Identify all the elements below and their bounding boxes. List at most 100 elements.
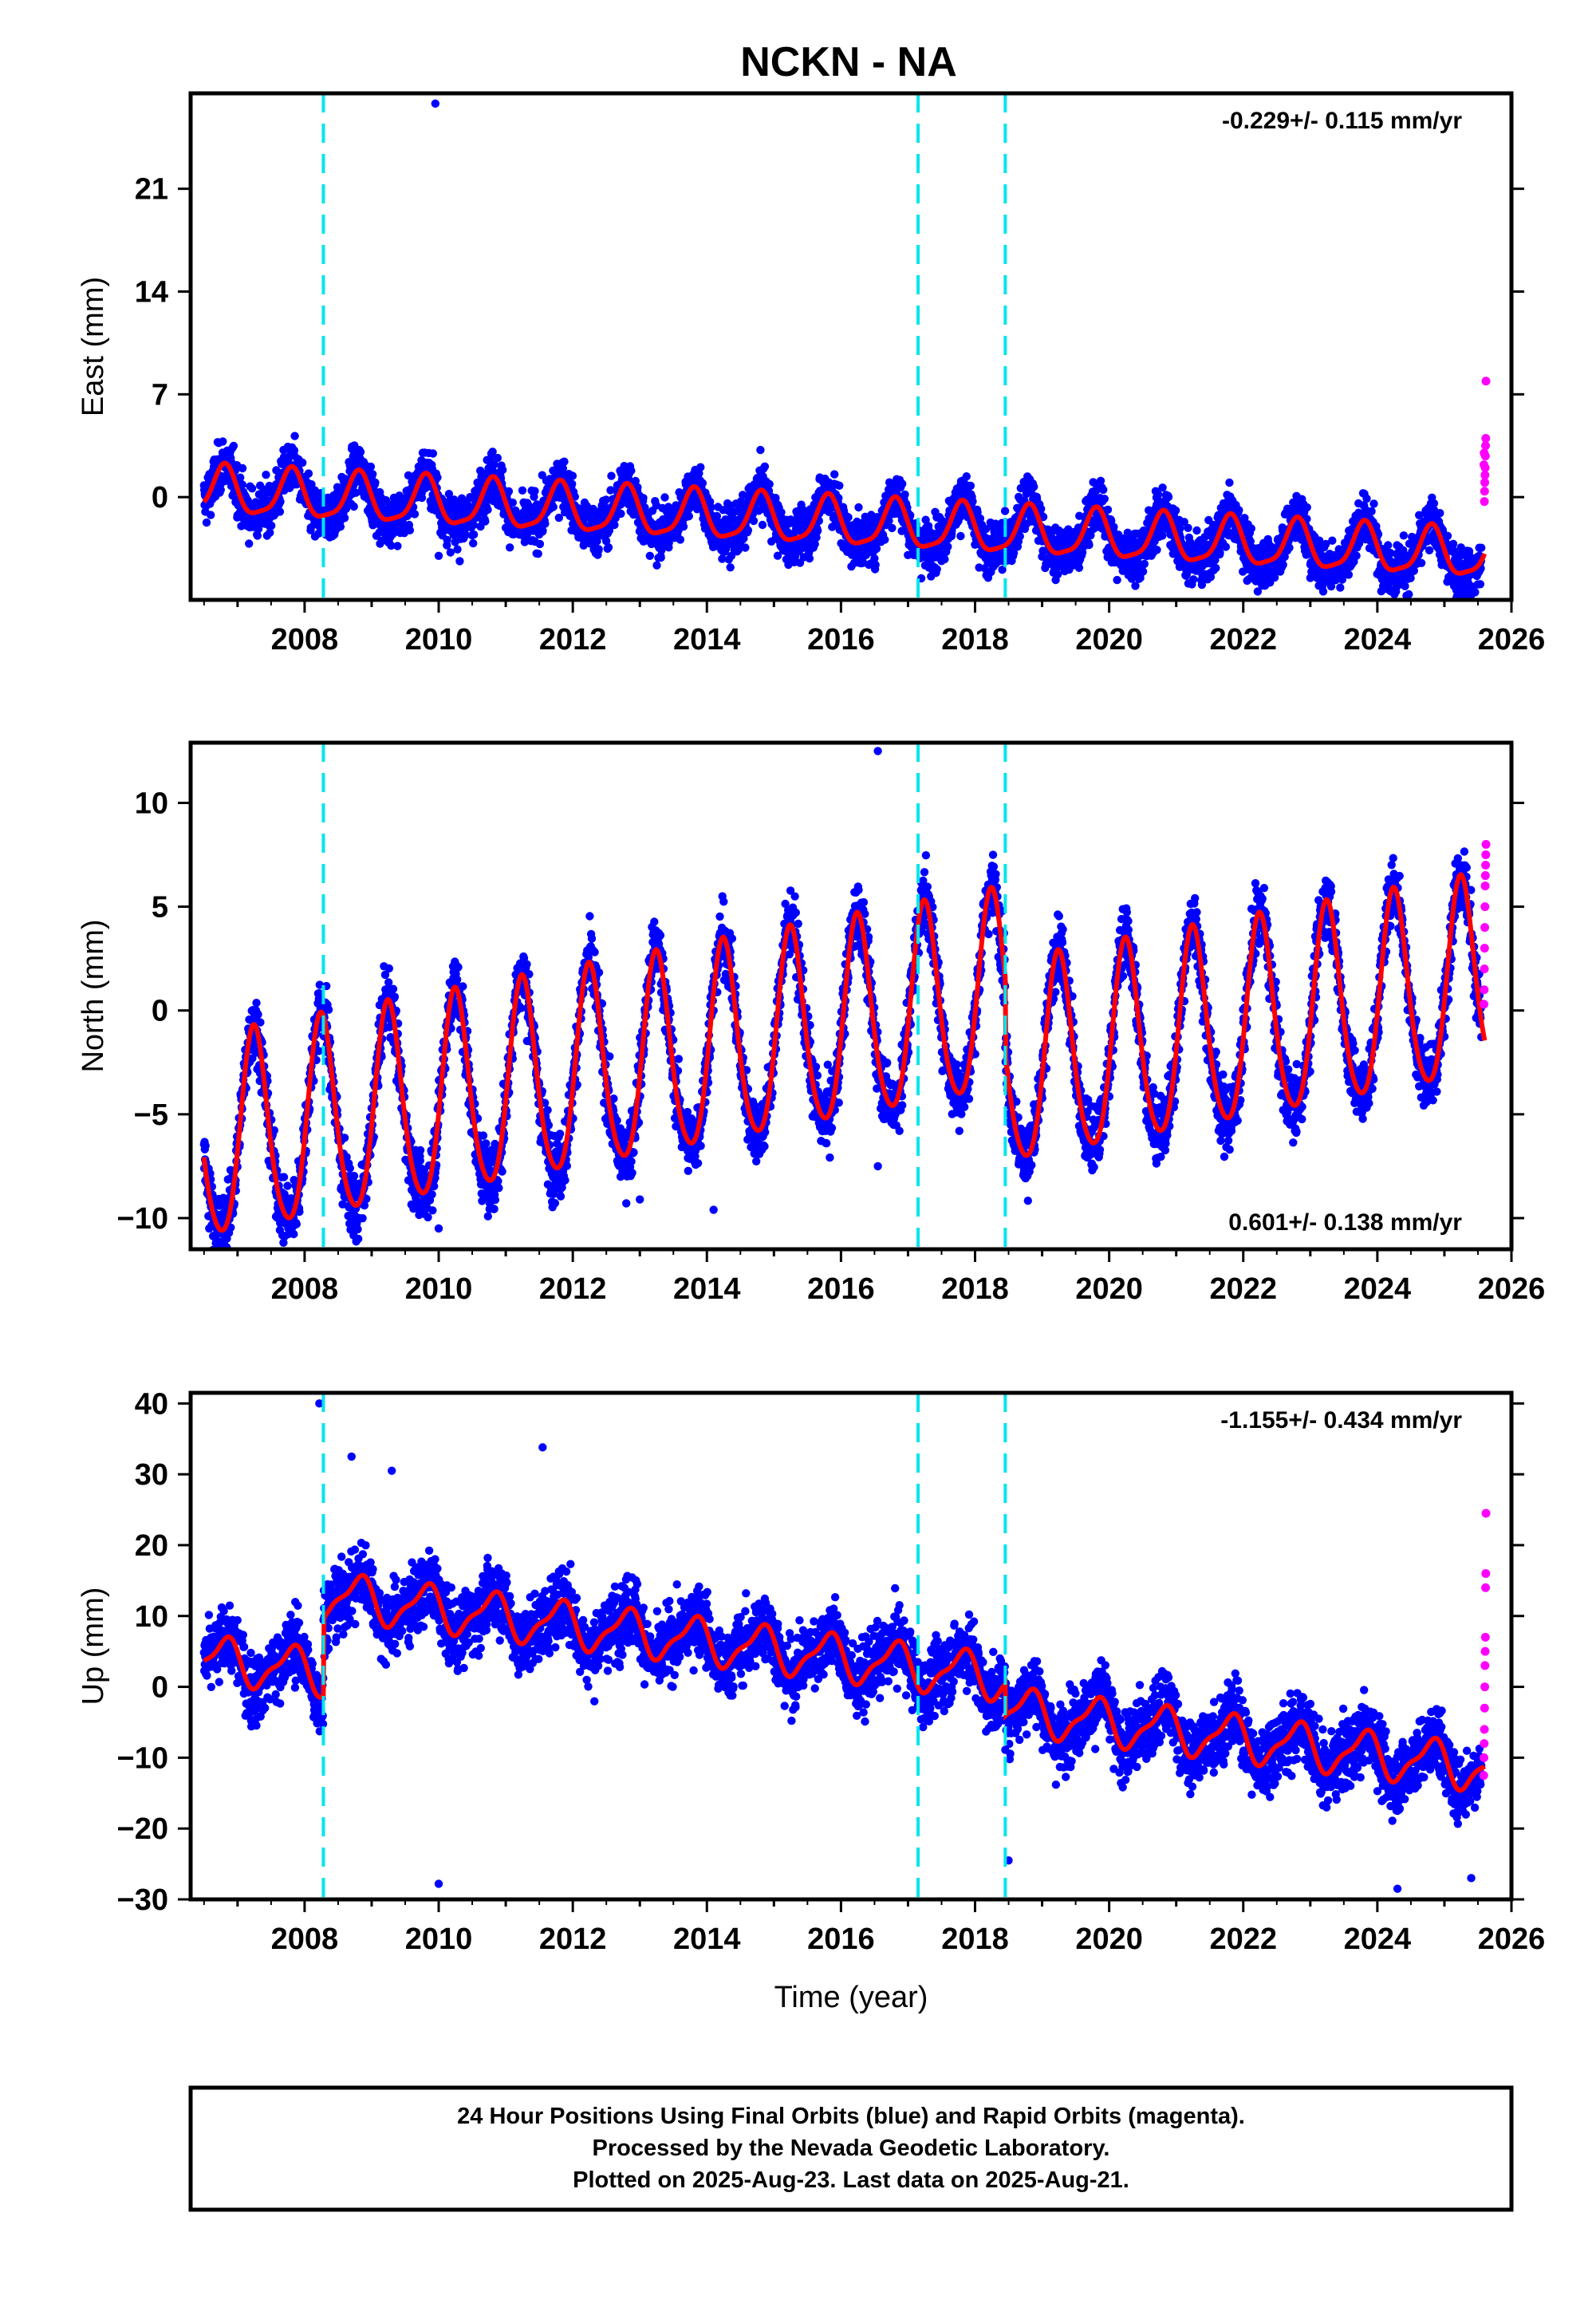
data-point <box>1399 531 1409 540</box>
data-point <box>443 535 451 544</box>
data-point <box>645 551 654 560</box>
data-point <box>1279 560 1287 570</box>
outlier-point <box>431 99 440 108</box>
data-point <box>405 526 415 534</box>
data-point <box>956 531 965 541</box>
data-point <box>932 565 941 574</box>
data-point <box>387 541 396 550</box>
data-point <box>813 526 822 535</box>
data-point <box>1443 531 1452 540</box>
data-point <box>455 557 464 566</box>
data-point <box>830 470 839 479</box>
data-point <box>560 457 569 466</box>
data-point <box>245 539 254 548</box>
data-point <box>1153 546 1161 554</box>
data-point <box>1318 587 1328 596</box>
data-point <box>499 465 507 475</box>
data-point <box>410 510 420 519</box>
data-point <box>290 432 299 440</box>
data-point <box>656 553 665 562</box>
data-point <box>352 488 361 497</box>
data-point <box>428 449 438 458</box>
data-point <box>1138 567 1148 576</box>
data-point <box>940 554 949 564</box>
data-point <box>276 497 285 506</box>
data-point <box>371 478 380 487</box>
data-point <box>1216 548 1224 557</box>
data-point <box>266 528 274 537</box>
data-point <box>712 511 722 521</box>
data-point <box>726 563 735 572</box>
data-point <box>469 538 478 548</box>
data-point <box>718 554 727 563</box>
data-point <box>944 542 952 551</box>
data-point <box>336 523 345 531</box>
data-point <box>756 445 765 455</box>
data-point <box>530 487 539 495</box>
data-point <box>1074 563 1084 572</box>
rapid-point <box>1481 377 1491 386</box>
data-point <box>366 462 376 471</box>
data-point <box>631 476 640 486</box>
data-point <box>504 487 514 496</box>
data-point <box>1477 543 1486 552</box>
data-point <box>238 480 246 489</box>
data-point <box>247 484 257 493</box>
data-point <box>739 534 748 543</box>
data-point <box>535 539 545 549</box>
data-point <box>684 511 693 521</box>
data-point <box>1352 551 1361 560</box>
data-point <box>1085 540 1094 550</box>
data-point <box>207 511 215 519</box>
data-point <box>743 526 753 534</box>
data-point <box>810 539 819 549</box>
data-point <box>493 453 502 463</box>
data-point <box>771 494 780 503</box>
data-point <box>652 561 661 570</box>
data-point <box>1113 575 1121 585</box>
data-point <box>444 490 454 499</box>
rapid-point <box>1481 441 1491 451</box>
data-point <box>660 493 669 502</box>
data-point <box>758 520 767 530</box>
data-point <box>1436 509 1444 518</box>
data-point <box>749 516 759 526</box>
data-point <box>601 537 611 546</box>
rapid-point <box>1480 460 1489 470</box>
data-point <box>1425 546 1434 554</box>
data-point <box>1103 505 1113 515</box>
data-point <box>606 486 615 495</box>
data-point <box>469 530 479 539</box>
data-point <box>594 545 603 554</box>
data-point <box>1369 499 1378 508</box>
data-point <box>481 517 490 526</box>
data-point <box>1000 507 1010 515</box>
data-point <box>1401 582 1409 590</box>
data-point <box>253 531 262 540</box>
data-point <box>568 471 577 480</box>
data-point <box>1476 580 1485 589</box>
data-point <box>1212 563 1220 573</box>
data-point <box>966 481 975 491</box>
data-point <box>1344 570 1354 579</box>
data-point <box>1140 559 1149 569</box>
data-point <box>1285 543 1294 552</box>
data-point <box>1099 485 1108 495</box>
data-point <box>1448 539 1458 548</box>
data-point <box>1158 483 1167 492</box>
data-point <box>549 503 558 511</box>
data-point <box>617 509 625 519</box>
data-point <box>1015 532 1025 541</box>
data-point <box>1247 524 1256 533</box>
data-point <box>1221 542 1231 551</box>
data-point <box>417 493 427 503</box>
data-point <box>835 481 844 490</box>
data-point <box>633 483 642 492</box>
data-point <box>1171 506 1180 515</box>
data-point <box>469 520 478 530</box>
outlier-point <box>434 551 443 560</box>
data-point <box>272 466 281 475</box>
data-point <box>508 498 517 507</box>
